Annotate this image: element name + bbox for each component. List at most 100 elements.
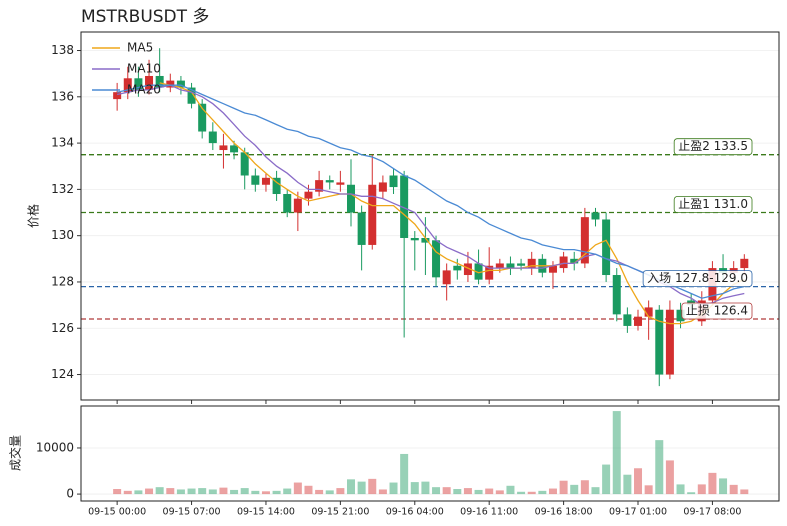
volume-bar: [251, 490, 260, 495]
ma-line: [159, 82, 745, 325]
candle-body: [113, 92, 122, 100]
x-tick-label: 09-15 14:00: [237, 507, 295, 518]
candle-body: [612, 275, 621, 315]
candle-body: [240, 152, 249, 176]
volume-bar: [113, 489, 122, 495]
volume-bar: [123, 490, 132, 495]
volume-bar: [336, 488, 345, 495]
level-label-text: 止盈2 133.5: [678, 139, 748, 153]
volume-bar: [304, 485, 313, 495]
volume-bar: [527, 491, 536, 495]
volume-bar: [687, 492, 696, 495]
volume-bar: [240, 488, 249, 495]
y-axis-label: 价格: [26, 204, 41, 228]
candle-body: [485, 265, 494, 280]
volume-bar: [325, 490, 334, 495]
candle-body: [134, 78, 143, 90]
volume-frame: [80, 405, 780, 502]
candle-body: [368, 184, 377, 245]
candle-body: [644, 307, 653, 317]
candle-body: [389, 175, 398, 188]
volume-bar: [219, 487, 228, 495]
candle-body: [261, 177, 270, 185]
level-label-text: 入场 127.8-129.0: [647, 271, 748, 285]
x-tick-label: 09-16 04:00: [386, 507, 444, 518]
candle-body: [378, 182, 387, 192]
candle-body: [602, 219, 611, 276]
volume-bar: [676, 484, 685, 495]
volume-bar: [602, 464, 611, 495]
legend-label: MA5: [127, 41, 153, 55]
y-tick-label: 126: [51, 321, 74, 335]
volume-bar: [612, 411, 621, 495]
y-tick-label: 134: [51, 136, 74, 150]
y-tick-label: 130: [51, 228, 74, 242]
legend-label: MA10: [127, 62, 161, 76]
level-label-text: 止损 126.4: [686, 303, 748, 317]
volume-bar: [644, 485, 653, 495]
x-tick-label: 09-17 08:00: [683, 507, 741, 518]
candle-body: [570, 258, 579, 264]
candle-body: [421, 237, 430, 243]
x-tick-label: 09-15 21:00: [311, 507, 369, 518]
level-label: 止盈2 133.5: [673, 138, 753, 156]
volume-bar: [495, 490, 504, 495]
volume-bar: [442, 487, 451, 495]
y-tick-label: 0: [66, 487, 74, 501]
volume-bar: [708, 472, 717, 495]
y-tick-label: 138: [51, 43, 74, 57]
candle-body: [230, 145, 239, 153]
candle-body: [304, 191, 313, 199]
y-tick-label: 132: [51, 182, 74, 196]
candle-body: [517, 263, 526, 266]
candle-body: [665, 309, 674, 375]
volume-bar: [559, 480, 568, 495]
volume-bar: [463, 488, 472, 495]
y-tick-label: 124: [51, 367, 74, 381]
volume-bar: [293, 482, 302, 495]
candle-body: [293, 198, 302, 213]
volume-bar: [400, 453, 409, 495]
volume-bar: [410, 482, 419, 495]
candle-body: [357, 212, 366, 245]
volume-bar: [665, 460, 674, 495]
volume-bar: [315, 489, 324, 495]
x-tick-label: 09-15 00:00: [88, 507, 146, 518]
candle-body: [634, 316, 643, 326]
level-label-box: [681, 302, 753, 320]
level-label: 止盈1 131.0: [673, 196, 753, 213]
volume-bar: [155, 487, 164, 495]
candle-body: [145, 75, 154, 90]
volume-bar: [729, 484, 738, 495]
candle-body: [123, 78, 132, 93]
candle-body: [315, 180, 324, 192]
volume-bar: [272, 490, 281, 495]
volume-bar: [187, 488, 196, 495]
candle-body: [198, 103, 207, 132]
chart-title: MSTRBUSDT 多: [81, 7, 209, 27]
candle-body: [187, 87, 196, 104]
candle-body: [347, 184, 356, 213]
volume-bar: [697, 484, 706, 495]
volume-bar: [485, 488, 494, 495]
volume-bar: [570, 484, 579, 495]
candle-body: [442, 270, 451, 285]
candle-body: [166, 80, 175, 88]
candle-body: [400, 175, 409, 238]
candle-body: [559, 256, 568, 269]
candle-body: [623, 314, 632, 326]
volume-bar: [368, 478, 377, 495]
candle-body: [591, 212, 600, 220]
x-tick-label: 09-16 11:00: [460, 507, 518, 518]
volume-bar: [623, 474, 632, 495]
candle-body: [336, 182, 345, 185]
volume-bar: [347, 479, 356, 495]
candle-body: [176, 80, 185, 88]
level-label-text: 止盈1 131.0: [678, 197, 748, 211]
candle-body: [155, 75, 164, 88]
volume-bar: [421, 481, 430, 495]
candle-body: [527, 258, 536, 269]
volume-bar: [389, 482, 398, 495]
x-tick-label: 09-17 01:00: [609, 507, 667, 518]
